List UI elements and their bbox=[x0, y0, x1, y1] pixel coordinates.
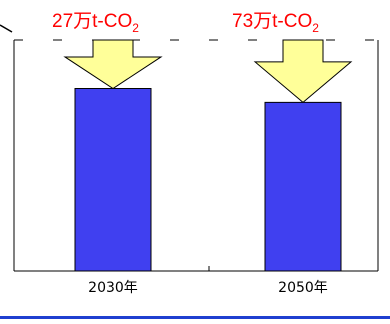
reduction-label-2050: 73万t-CO2 bbox=[232, 11, 319, 35]
reduction-labels: 27万t-CO2 73万t-CO2 bbox=[52, 11, 319, 35]
reduction-arrow-2030年 bbox=[63, 39, 163, 90]
bars-group bbox=[74, 88, 342, 272]
x-tick-label-2050: 2050年 bbox=[278, 280, 328, 296]
x-tick-label-2030: 2030年 bbox=[88, 280, 138, 296]
bar-2050年 bbox=[264, 101, 342, 272]
arrows-group bbox=[63, 39, 353, 104]
reduction-arrow-2050年 bbox=[253, 39, 353, 104]
bar-2030年 bbox=[74, 88, 152, 272]
bottom-accent-rule bbox=[0, 316, 390, 319]
reduction-label-2030: 27万t-CO2 bbox=[52, 11, 139, 35]
x-tick-labels: 2030年 2050年 bbox=[88, 280, 328, 296]
corner-pointer-mark bbox=[0, 24, 13, 33]
